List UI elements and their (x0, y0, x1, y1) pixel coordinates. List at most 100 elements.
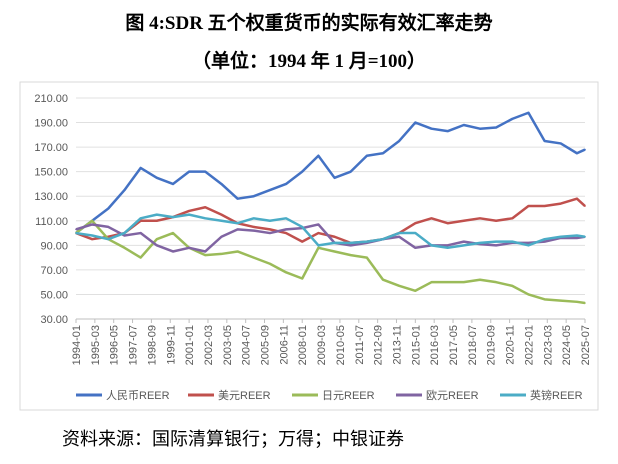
y-tick-label: 30.00 (40, 314, 68, 326)
data-point (220, 213, 223, 216)
data-point (430, 127, 433, 130)
data-point (317, 244, 320, 247)
data-point (382, 238, 384, 240)
data-point (559, 202, 562, 205)
data-point (511, 118, 514, 120)
data-point (543, 238, 546, 240)
data-point (559, 142, 562, 145)
data-point (527, 242, 530, 244)
data-point (91, 238, 93, 240)
data-point (576, 234, 578, 237)
series-英镑REER (75, 213, 586, 250)
data-point (366, 154, 368, 157)
data-point (479, 242, 481, 244)
x-tick-label: 2013-11 (391, 325, 403, 365)
data-point (382, 152, 384, 155)
data-point (107, 238, 110, 240)
data-point (236, 197, 239, 200)
data-point (349, 254, 352, 256)
data-point (155, 177, 158, 179)
data-point (220, 235, 223, 238)
y-tick-label: 130.00 (34, 191, 68, 203)
x-tick-label: 2010-05 (335, 325, 347, 365)
data-point (252, 195, 255, 198)
data-point (285, 232, 287, 234)
data-point (139, 232, 142, 234)
data-point (204, 170, 207, 173)
data-point (584, 205, 586, 207)
data-point (139, 217, 142, 220)
data-point (252, 229, 255, 232)
data-point (204, 217, 207, 220)
y-tick-label: 50.00 (40, 289, 68, 301)
data-point (285, 217, 287, 220)
data-point (576, 237, 578, 239)
data-point (479, 127, 481, 130)
data-point (382, 278, 384, 281)
y-tick-label: 70.00 (40, 265, 68, 277)
chart-title: 图 4:SDR 五个权重货币的实际有效汇率走势 (125, 13, 493, 34)
data-point (139, 167, 142, 169)
data-point (107, 226, 110, 228)
data-point (479, 278, 481, 281)
data-point (252, 256, 255, 259)
data-point (317, 246, 320, 249)
data-point (349, 244, 352, 247)
x-tick-label: 2001-01 (184, 325, 196, 365)
y-tick-label: 170.00 (34, 142, 68, 154)
legend-label: 英镑REER (530, 388, 583, 402)
data-point (366, 240, 368, 243)
data-point (495, 240, 497, 243)
series-line (75, 223, 586, 253)
data-point (172, 250, 174, 253)
x-tick-label: 2022-01 (523, 325, 535, 365)
data-point (446, 244, 449, 247)
data-point (188, 170, 190, 173)
data-point (123, 232, 126, 234)
data-point (414, 222, 417, 225)
x-tick-label: 2006-11 (278, 325, 290, 365)
data-point (446, 281, 449, 283)
data-point (107, 207, 110, 210)
data-point (301, 226, 304, 228)
data-point (543, 298, 546, 301)
data-point (220, 183, 223, 185)
data-point (527, 244, 530, 247)
data-point (317, 154, 320, 157)
data-point (398, 140, 400, 142)
data-point (495, 244, 497, 247)
data-point (398, 285, 400, 287)
data-point (543, 240, 546, 243)
data-point (446, 130, 449, 132)
data-point (584, 148, 586, 151)
x-tick-label: 1994-01 (71, 325, 83, 365)
data-point (155, 244, 158, 247)
chart-frame (19, 81, 599, 411)
x-tick-label: 2020-11 (505, 325, 517, 365)
x-tick-label: 2011-07 (354, 325, 366, 365)
data-point (543, 140, 546, 142)
data-point (463, 244, 465, 247)
data-point (333, 242, 336, 244)
data-point (463, 240, 465, 243)
data-point (285, 228, 287, 231)
data-point (269, 228, 271, 231)
data-point (430, 281, 433, 283)
data-point (511, 285, 514, 287)
data-point (446, 246, 449, 249)
data-point (511, 217, 514, 220)
data-point (349, 242, 352, 244)
data-point (398, 235, 400, 238)
data-point (446, 222, 449, 225)
data-point (123, 234, 126, 237)
data-point (527, 111, 530, 114)
x-tick-label: 2016-03 (429, 325, 441, 365)
data-point (75, 232, 77, 234)
data-point (414, 121, 417, 124)
data-point (75, 228, 77, 231)
data-point (269, 189, 271, 191)
data-point (576, 152, 578, 155)
data-point (123, 246, 126, 249)
data-point (252, 226, 255, 228)
data-point (91, 223, 93, 226)
